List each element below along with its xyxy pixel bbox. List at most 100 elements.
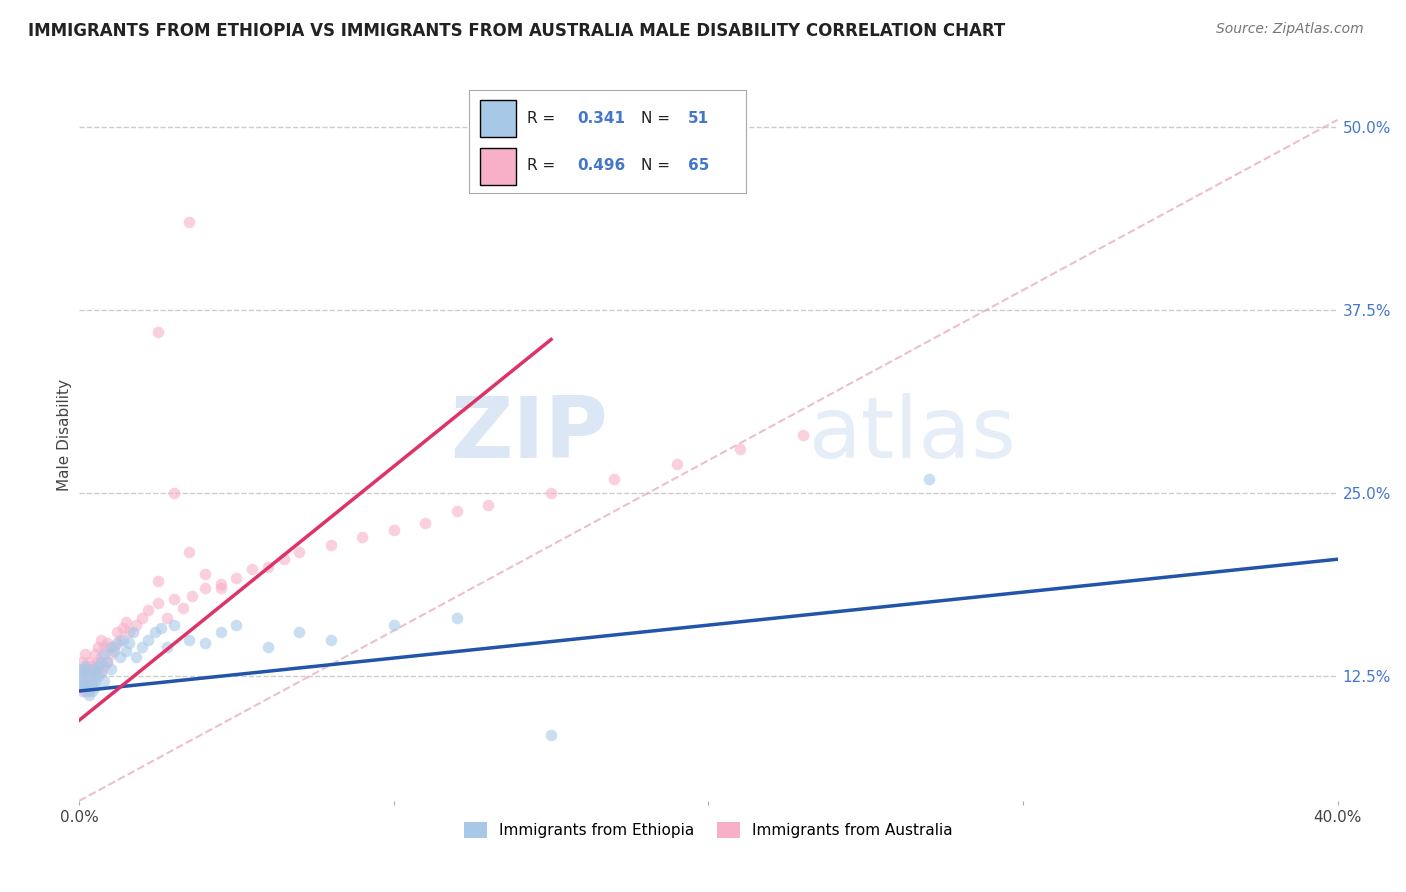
Point: [72, 676, 94, 690]
Point: [257, 640, 280, 654]
Point: [446, 504, 468, 518]
Point: [90, 655, 112, 669]
Point: [96, 636, 118, 650]
Point: [90, 665, 112, 679]
Point: [179, 545, 201, 559]
Point: [87, 640, 110, 654]
Point: [138, 632, 160, 647]
Point: [96, 655, 118, 669]
Point: [75, 684, 97, 698]
Point: [138, 603, 160, 617]
Point: [257, 559, 280, 574]
Point: [146, 574, 169, 589]
Point: [72, 680, 94, 694]
Point: [83, 648, 105, 662]
Text: IMMIGRANTS FROM ETHIOPIA VS IMMIGRANTS FROM AUSTRALIA MALE DISABILITY CORRELATIO: IMMIGRANTS FROM ETHIOPIA VS IMMIGRANTS F…: [28, 22, 1005, 40]
Point: [72, 665, 94, 679]
Point: [131, 640, 153, 654]
Point: [273, 552, 295, 566]
Point: [125, 618, 148, 632]
Point: [382, 618, 405, 632]
Point: [83, 669, 105, 683]
Point: [93, 673, 115, 688]
Point: [209, 577, 232, 591]
Point: [603, 472, 626, 486]
Point: [75, 662, 97, 676]
Point: [72, 673, 94, 688]
Point: [80, 662, 103, 676]
Point: [80, 659, 103, 673]
Point: [90, 632, 112, 647]
Point: [156, 640, 179, 654]
Point: [77, 684, 100, 698]
Point: [87, 669, 110, 683]
Point: [125, 650, 148, 665]
Point: [96, 655, 118, 669]
Point: [80, 669, 103, 683]
Point: [319, 537, 342, 551]
Point: [100, 640, 122, 654]
Point: [87, 659, 110, 673]
Point: [179, 215, 201, 229]
Point: [146, 596, 169, 610]
Point: [83, 662, 105, 676]
Point: [72, 655, 94, 669]
Point: [77, 680, 100, 694]
Point: [121, 625, 143, 640]
Point: [172, 600, 194, 615]
Point: [225, 618, 247, 632]
Point: [131, 611, 153, 625]
Point: [665, 457, 688, 471]
Point: [93, 648, 115, 662]
Point: [728, 442, 751, 457]
Point: [792, 427, 814, 442]
Point: [540, 486, 562, 500]
Text: Source: ZipAtlas.com: Source: ZipAtlas.com: [1216, 22, 1364, 37]
Point: [77, 665, 100, 679]
Point: [288, 545, 311, 559]
Point: [77, 676, 100, 690]
Point: [108, 632, 131, 647]
Point: [72, 669, 94, 683]
Point: [143, 625, 166, 640]
Y-axis label: Male Disability: Male Disability: [58, 379, 72, 491]
Point: [118, 636, 141, 650]
Point: [77, 655, 100, 669]
Point: [77, 669, 100, 683]
Point: [162, 591, 184, 606]
Point: [115, 644, 138, 658]
Point: [80, 676, 103, 690]
Point: [75, 680, 97, 694]
Point: [90, 650, 112, 665]
Point: [77, 689, 100, 703]
Point: [181, 589, 204, 603]
Point: [93, 640, 115, 654]
Point: [75, 659, 97, 673]
Point: [75, 648, 97, 662]
Point: [115, 615, 138, 630]
Legend: Immigrants from Ethiopia, Immigrants from Australia: Immigrants from Ethiopia, Immigrants fro…: [458, 816, 959, 845]
Point: [382, 523, 405, 537]
Point: [103, 644, 125, 658]
Point: [100, 648, 122, 662]
Point: [179, 632, 201, 647]
Point: [917, 472, 939, 486]
Point: [83, 680, 105, 694]
Point: [75, 676, 97, 690]
Point: [149, 621, 172, 635]
Point: [319, 632, 342, 647]
Point: [352, 530, 374, 544]
Point: [162, 618, 184, 632]
Point: [103, 640, 125, 654]
Point: [112, 621, 135, 635]
Point: [80, 684, 103, 698]
Point: [108, 650, 131, 665]
Point: [156, 611, 179, 625]
Point: [105, 625, 128, 640]
Point: [194, 566, 217, 581]
Point: [112, 632, 135, 647]
Point: [100, 662, 122, 676]
Point: [240, 562, 263, 576]
Point: [83, 673, 105, 688]
Point: [225, 571, 247, 585]
